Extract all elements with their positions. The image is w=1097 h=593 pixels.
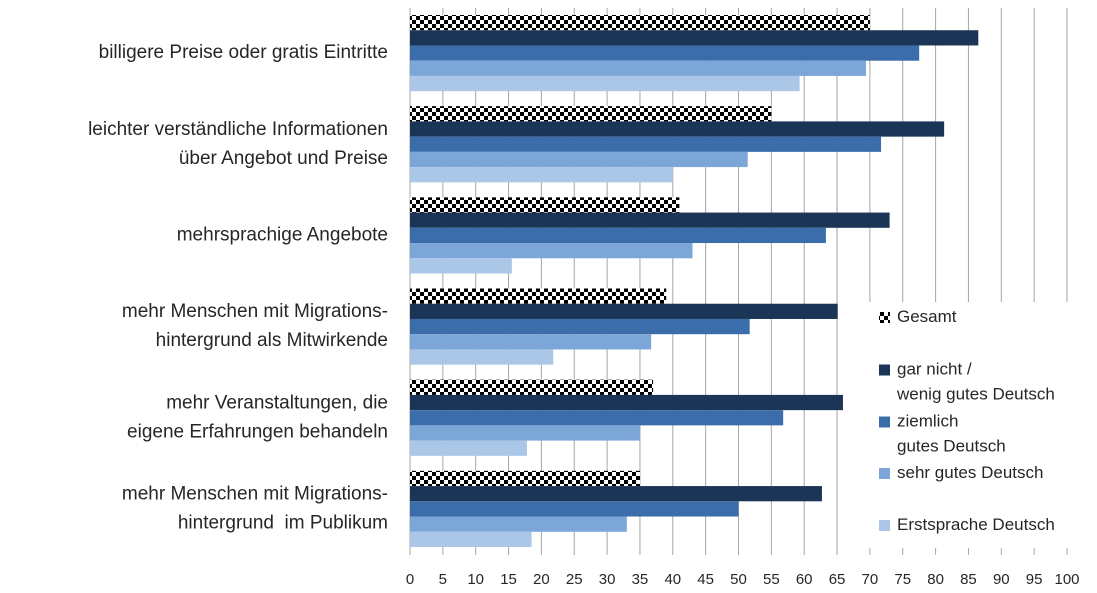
x-tick-label: 15 <box>500 571 517 588</box>
x-tick-label: 5 <box>439 571 447 588</box>
bar <box>410 318 750 335</box>
category-label: mehr Menschen mit Migrations-hintergrund… <box>122 301 388 351</box>
x-tick-label: 95 <box>1026 571 1043 588</box>
bar <box>410 516 627 532</box>
legend-label: sehr gutes Deutsch <box>897 463 1043 482</box>
x-tick-label: 50 <box>730 571 747 588</box>
bar <box>410 486 822 502</box>
bar <box>410 121 945 137</box>
bar <box>410 75 800 92</box>
x-tick-label: 20 <box>533 571 550 588</box>
x-tick-label: 10 <box>467 571 484 588</box>
legend-label: ziemlich gutes Deutsch <box>897 412 1006 456</box>
legend-swatch <box>879 416 890 428</box>
x-tick-label: 85 <box>960 571 977 588</box>
category-label: mehrsprachige Angebote <box>177 224 388 245</box>
x-tick-label: 40 <box>664 571 681 588</box>
x-tick-label: 0 <box>406 571 414 588</box>
bar <box>410 440 527 456</box>
legend-swatch <box>879 468 890 479</box>
bar <box>410 334 652 350</box>
bar <box>410 394 843 411</box>
legend-background <box>866 302 1094 548</box>
bar <box>410 167 673 183</box>
legend-swatch <box>879 520 890 531</box>
x-tick-label: 70 <box>862 571 879 588</box>
x-tick-label: 80 <box>927 571 944 588</box>
x-tick-label: 35 <box>632 571 649 588</box>
x-tick-label: 45 <box>697 571 714 588</box>
bar <box>410 106 772 122</box>
x-tick-label: 100 <box>1054 571 1079 588</box>
x-tick-label: 65 <box>829 571 846 588</box>
bar <box>410 136 882 152</box>
bar <box>410 60 866 76</box>
bar <box>410 531 532 547</box>
legend-label: Gesamt <box>897 307 957 326</box>
x-tick-label: 90 <box>993 571 1010 588</box>
bar <box>410 151 748 168</box>
legend-label: Erstsprache Deutsch <box>897 515 1055 534</box>
bar <box>410 197 680 213</box>
bar <box>410 470 640 487</box>
bar <box>410 45 920 61</box>
x-tick-label: 75 <box>894 571 911 588</box>
legend-swatch <box>879 364 890 376</box>
legend-swatch <box>879 312 890 323</box>
category-label: leichter verständliche Informationen über… <box>88 119 388 169</box>
category-label: mehr Veranstaltungen, die eigene Erfahrun… <box>127 392 388 442</box>
bar <box>410 15 870 31</box>
bar <box>410 425 640 441</box>
bar <box>410 243 693 259</box>
category-label: billigere Preise oder gratis Eintritte <box>99 42 388 63</box>
bar <box>410 227 826 244</box>
bar <box>410 349 554 365</box>
x-tick-label: 60 <box>796 571 813 588</box>
x-tick-label: 25 <box>566 571 583 588</box>
bar <box>410 30 979 46</box>
bar <box>410 212 890 228</box>
bar <box>410 258 512 274</box>
bar <box>410 501 739 517</box>
bar <box>410 303 838 319</box>
bar <box>410 379 654 395</box>
x-tick-label: 30 <box>599 571 616 588</box>
legend-label: gar nicht / wenig gutes Deutsch <box>896 360 1055 404</box>
category-label: mehr Menschen mit Migrations-hintergrund… <box>122 483 388 533</box>
bar <box>410 288 667 304</box>
x-tick-label: 55 <box>763 571 780 588</box>
bar <box>410 410 784 426</box>
